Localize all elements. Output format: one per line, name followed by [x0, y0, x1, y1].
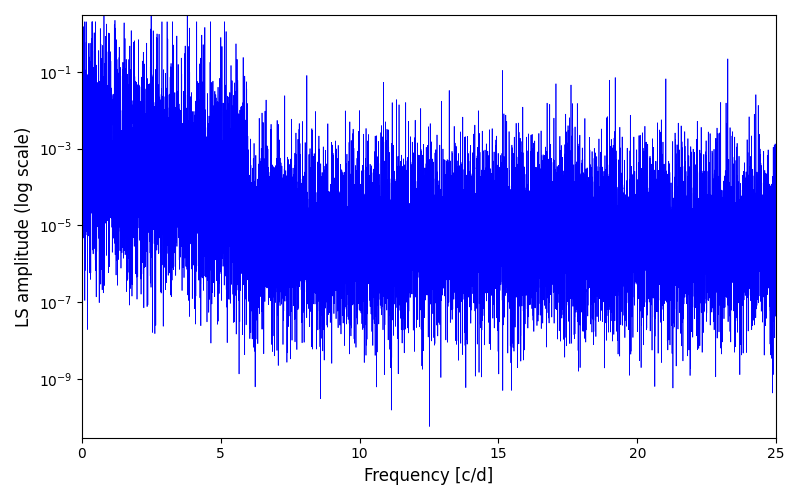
X-axis label: Frequency [c/d]: Frequency [c/d]: [364, 467, 494, 485]
Y-axis label: LS amplitude (log scale): LS amplitude (log scale): [15, 126, 33, 326]
